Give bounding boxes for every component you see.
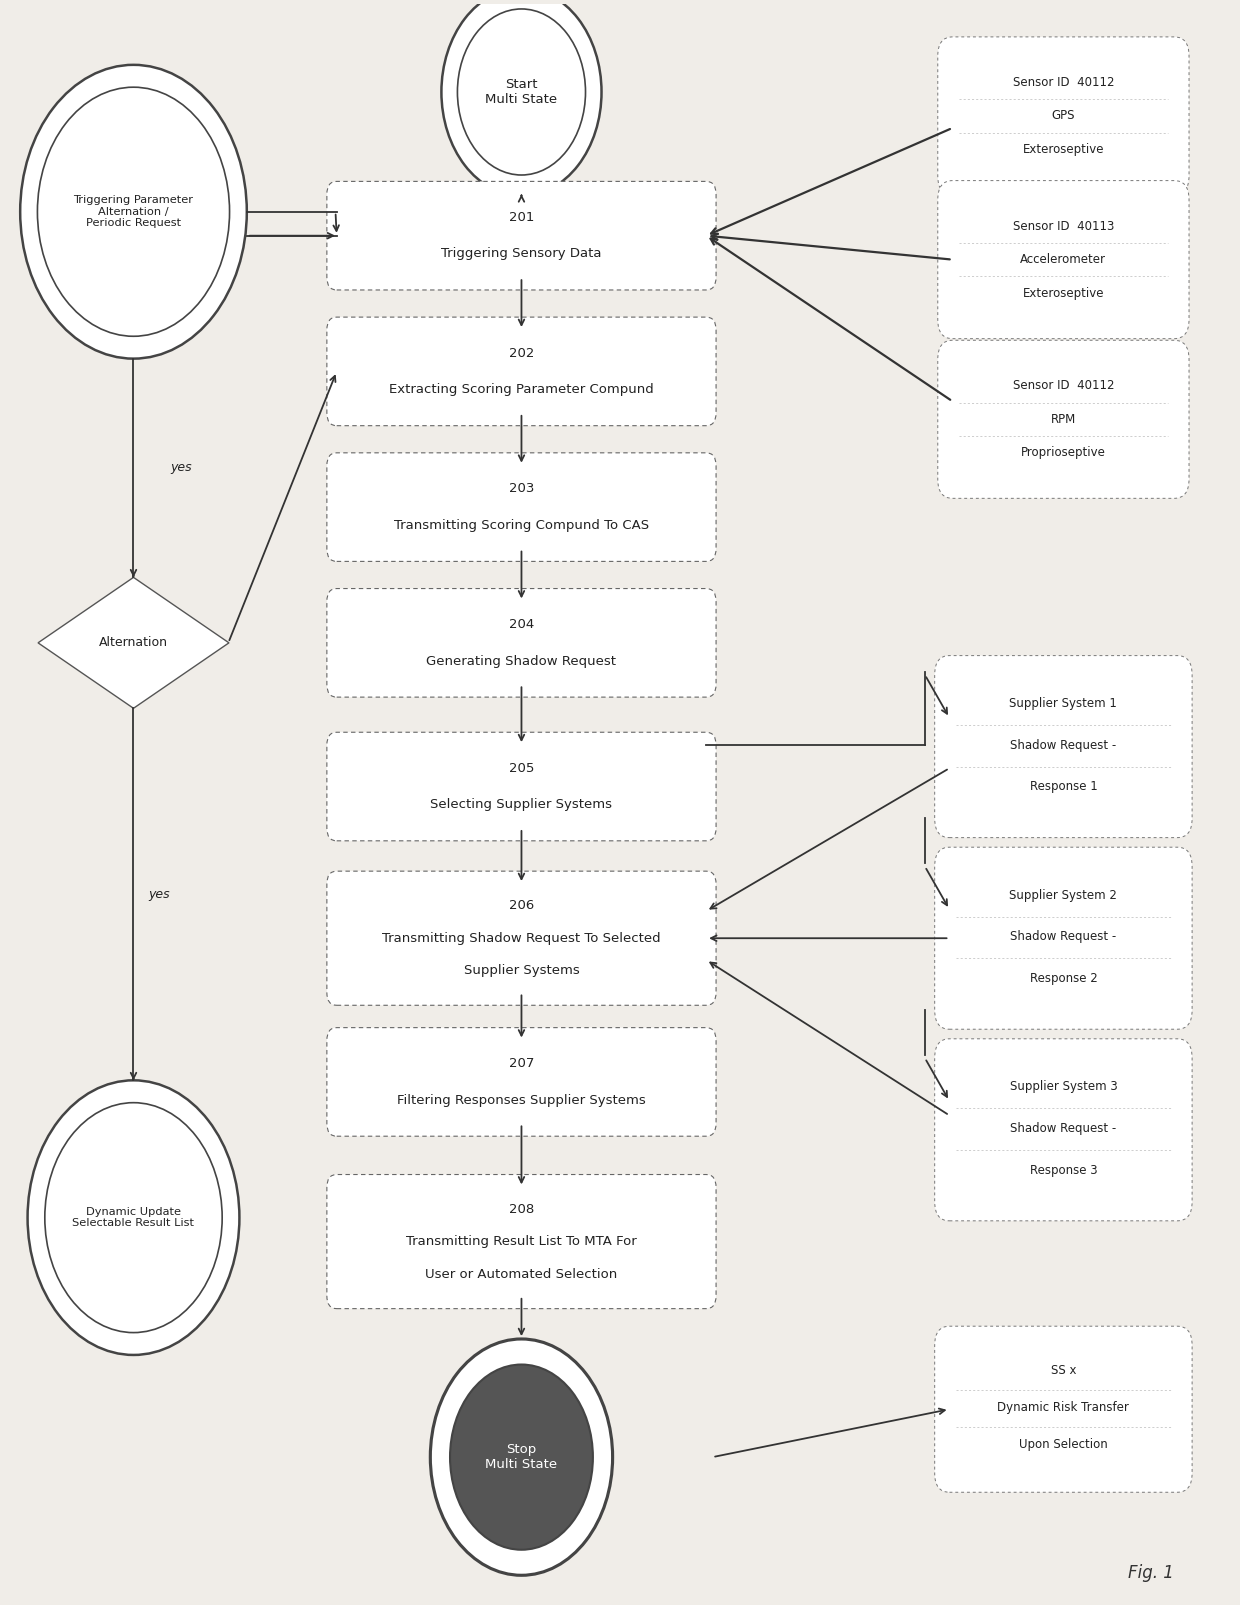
Text: Response 2: Response 2: [1029, 973, 1097, 985]
Text: 205: 205: [508, 762, 534, 775]
Text: Supplier Systems: Supplier Systems: [464, 965, 579, 977]
Text: Filtering Responses Supplier Systems: Filtering Responses Supplier Systems: [397, 1093, 646, 1107]
Text: Supplier System 1: Supplier System 1: [1009, 697, 1117, 709]
FancyBboxPatch shape: [327, 181, 715, 291]
Text: 201: 201: [508, 210, 534, 225]
Circle shape: [441, 0, 601, 196]
Text: SS x: SS x: [1050, 1364, 1076, 1377]
Circle shape: [27, 1080, 239, 1355]
Text: Extracting Scoring Parameter Compund: Extracting Scoring Parameter Compund: [389, 384, 653, 396]
Text: Response 3: Response 3: [1029, 1164, 1097, 1176]
Text: 206: 206: [508, 899, 534, 912]
Text: Exteroseptive: Exteroseptive: [1023, 143, 1104, 156]
Text: Generating Shadow Request: Generating Shadow Request: [427, 655, 616, 668]
FancyBboxPatch shape: [327, 453, 715, 562]
Text: Transmitting Scoring Compund To CAS: Transmitting Scoring Compund To CAS: [394, 518, 649, 531]
Text: 208: 208: [508, 1202, 534, 1215]
Text: Transmitting Shadow Request To Selected: Transmitting Shadow Request To Selected: [382, 933, 661, 945]
Text: 203: 203: [508, 483, 534, 496]
Text: Selecting Supplier Systems: Selecting Supplier Systems: [430, 798, 613, 811]
Text: Proprioseptive: Proprioseptive: [1021, 446, 1106, 459]
FancyBboxPatch shape: [935, 655, 1192, 838]
Circle shape: [430, 1339, 613, 1575]
Text: Sensor ID  40113: Sensor ID 40113: [1013, 220, 1114, 233]
Text: Dynamic Update
Selectable Result List: Dynamic Update Selectable Result List: [72, 1207, 195, 1228]
FancyBboxPatch shape: [935, 1038, 1192, 1221]
Text: Dynamic Risk Transfer: Dynamic Risk Transfer: [997, 1401, 1130, 1414]
Polygon shape: [38, 578, 229, 708]
Circle shape: [45, 1103, 222, 1332]
Text: Accelerometer: Accelerometer: [1021, 254, 1106, 266]
Text: GPS: GPS: [1052, 109, 1075, 122]
Circle shape: [20, 64, 247, 358]
Text: RPM: RPM: [1050, 412, 1076, 425]
Text: Supplier System 3: Supplier System 3: [1009, 1080, 1117, 1093]
Text: Sensor ID  40112: Sensor ID 40112: [1013, 75, 1115, 88]
FancyBboxPatch shape: [327, 732, 715, 841]
FancyBboxPatch shape: [327, 1027, 715, 1136]
Text: Response 1: Response 1: [1029, 780, 1097, 793]
Text: Shadow Request -: Shadow Request -: [1011, 738, 1116, 751]
FancyBboxPatch shape: [937, 181, 1189, 339]
Text: Stop
Multi State: Stop Multi State: [485, 1443, 558, 1472]
Text: User or Automated Selection: User or Automated Selection: [425, 1268, 618, 1281]
Text: yes: yes: [149, 888, 170, 900]
Text: Alternation: Alternation: [99, 636, 167, 650]
Circle shape: [450, 1364, 593, 1550]
Text: Shadow Request -: Shadow Request -: [1011, 1122, 1116, 1135]
FancyBboxPatch shape: [327, 318, 715, 425]
FancyBboxPatch shape: [327, 1175, 715, 1308]
Text: yes: yes: [170, 461, 192, 473]
FancyBboxPatch shape: [935, 847, 1192, 1029]
FancyBboxPatch shape: [327, 872, 715, 1005]
Text: Triggering Sensory Data: Triggering Sensory Data: [441, 247, 601, 260]
FancyBboxPatch shape: [937, 340, 1189, 498]
FancyBboxPatch shape: [327, 589, 715, 697]
Text: 202: 202: [508, 347, 534, 360]
Text: Supplier System 2: Supplier System 2: [1009, 889, 1117, 902]
Text: 207: 207: [508, 1058, 534, 1071]
Text: Shadow Request -: Shadow Request -: [1011, 931, 1116, 944]
Circle shape: [37, 87, 229, 337]
Text: Exteroseptive: Exteroseptive: [1023, 287, 1104, 300]
Text: Start
Multi State: Start Multi State: [485, 79, 558, 106]
FancyBboxPatch shape: [937, 37, 1189, 194]
Text: Fig. 1: Fig. 1: [1128, 1563, 1174, 1581]
Text: 204: 204: [508, 618, 534, 631]
Text: Sensor ID  40112: Sensor ID 40112: [1013, 379, 1115, 392]
Text: Upon Selection: Upon Selection: [1019, 1438, 1107, 1451]
Text: Transmitting Result List To MTA For: Transmitting Result List To MTA For: [405, 1236, 637, 1249]
Text: Triggering Parameter
Alternation /
Periodic Request: Triggering Parameter Alternation / Perio…: [73, 196, 193, 228]
Circle shape: [458, 10, 585, 175]
FancyBboxPatch shape: [935, 1326, 1192, 1493]
